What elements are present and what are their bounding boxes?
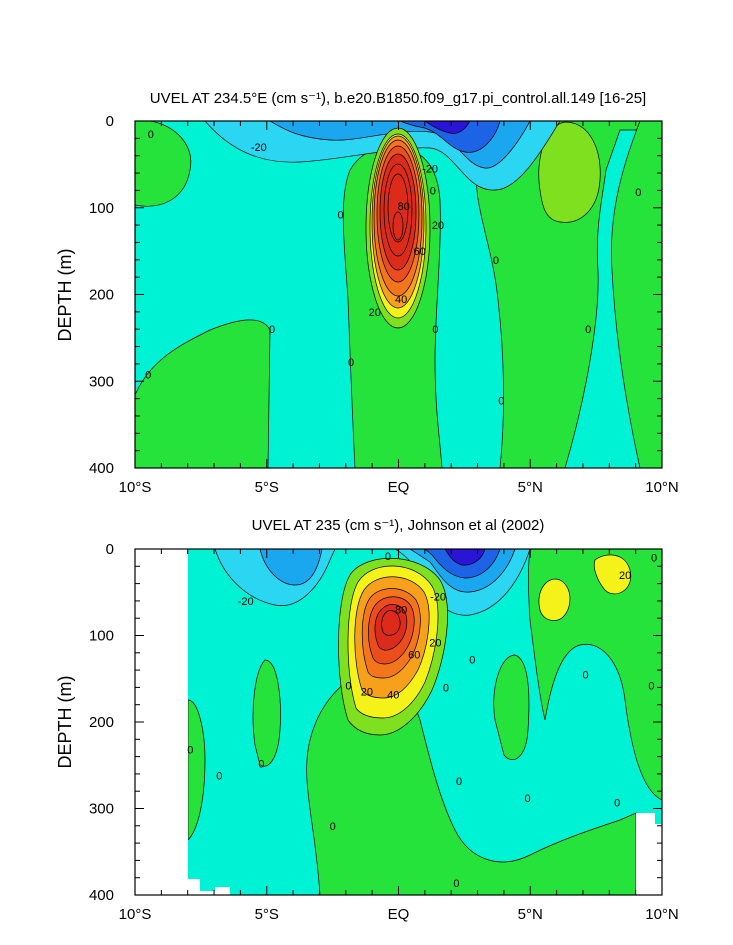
bottom-x-tick-label: 5°S <box>255 906 279 923</box>
top-contour-label: 0 <box>635 187 641 199</box>
top-surface-negative-core <box>424 121 471 134</box>
bottom-contour-label: 0 <box>258 759 264 771</box>
top-contour-label: 0 <box>148 129 154 141</box>
bottom-y-tick-label: 300 <box>89 801 114 818</box>
top-x-tick-label: 10°N <box>645 479 679 496</box>
top-contour-field <box>135 121 662 468</box>
bottom-contour-label: 0 <box>469 655 475 667</box>
top-y-tick-label: 0 <box>106 113 114 130</box>
top-contour-label: -20 <box>422 164 438 176</box>
bottom-contour-label: 20 <box>361 687 373 699</box>
top-y-axis-label: DEPTH (m) <box>55 249 75 342</box>
top-x-tick-label: EQ <box>388 479 410 496</box>
bottom-y-tick-label: 400 <box>89 887 114 904</box>
top-x-ticks: 10°S 5°S EQ 5°N 10°N <box>119 121 679 496</box>
bottom-x-tick-label: EQ <box>388 906 410 923</box>
top-contour-label: 0 <box>493 255 499 267</box>
bottom-contour-label: 60 <box>408 650 420 662</box>
bottom-contour-label: 0 <box>345 681 351 693</box>
top-surface-negative-strong <box>399 121 501 153</box>
top-contour-label: 80 <box>398 201 410 213</box>
bottom-contour-label: 0 <box>443 682 449 694</box>
bottom-y-tick-label: 100 <box>89 628 114 645</box>
top-y-tick-label: 200 <box>89 287 114 304</box>
bottom-y-tick-label: 200 <box>89 714 114 731</box>
top-contour-label: 0 <box>145 369 151 381</box>
bottom-contour-label: 20 <box>619 570 631 582</box>
bottom-contour-label: 0 <box>330 821 336 833</box>
top-y-tick-label: 100 <box>89 200 114 217</box>
bottom-undercurrent-jet <box>338 558 448 736</box>
top-southwest-deep-positive <box>135 319 271 468</box>
top-west-surface-positive <box>135 121 192 207</box>
top-x-tick-label: 5°N <box>518 479 543 496</box>
top-contour-label: 60 <box>413 246 425 258</box>
top-y-tick-label: 300 <box>89 373 114 390</box>
bottom-contour-label: 20 <box>429 637 441 649</box>
top-contour-label: 0 <box>430 185 436 197</box>
bottom-west-edge-positive <box>187 699 206 841</box>
top-contour-label: 40 <box>395 294 407 306</box>
top-x-tick-label: 5°S <box>255 479 279 496</box>
bottom-contour-label: 0 <box>187 745 193 757</box>
top-undercurrent-jet <box>365 127 431 329</box>
top-contour-label: 0 <box>348 357 354 369</box>
bottom-y-axis-label: DEPTH (m) <box>55 676 75 769</box>
bottom-x-tick-label: 5°N <box>518 906 543 923</box>
bottom-x-tick-label: 10°N <box>645 906 679 923</box>
bottom-panel: UVEL AT 235 (cm s⁻¹), Johnson et al (200… <box>55 517 679 923</box>
bottom-contour-label: -20 <box>430 592 446 604</box>
top-x-tick-label: 10°S <box>119 479 152 496</box>
top-contour-label: 0 <box>585 324 591 336</box>
top-contour-label: 20 <box>432 220 444 232</box>
bottom-contour-label: 80 <box>395 605 407 617</box>
top-contour-label: 0 <box>498 395 504 407</box>
top-contour-label: -20 <box>251 142 267 154</box>
bottom-x-ticks: 10°S 5°S EQ 5°N 10°N <box>119 549 679 923</box>
top-y-tick-label: 400 <box>89 460 114 477</box>
top-contour-label: 0 <box>337 210 343 222</box>
bottom-contour-label: 0 <box>651 553 657 565</box>
top-contour-label: 20 <box>369 307 381 319</box>
bottom-contour-labels: -20 0 -20 80 20 60 0 0 20 0 0 0 0 20 40 0 0 0 0 0 0 0 0 <box>187 551 657 890</box>
bottom-contour-label: -20 <box>238 596 254 608</box>
bottom-east-positive-patch <box>493 654 530 760</box>
top-panel: UVEL AT 234.5°E (cm s⁻¹), b.e20.B1850.f0… <box>55 90 679 496</box>
bottom-east-negative-core <box>444 549 486 566</box>
bottom-contour-label: 0 <box>385 551 391 563</box>
top-contour-label: 0 <box>432 324 438 336</box>
bottom-contour-label: 0 <box>453 878 459 890</box>
bottom-chart-title: UVEL AT 235 (cm s⁻¹), Johnson et al (200… <box>252 517 545 534</box>
bottom-contour-label: 0 <box>614 797 620 809</box>
bottom-contour-label: 0 <box>648 681 654 693</box>
bottom-east-surface-yellow <box>593 554 632 595</box>
bottom-west-positive-patch <box>252 659 281 767</box>
top-contour-labels: 0 -20 -20 0 0 0 80 20 60 0 20 40 0 0 0 0 0 0 <box>145 129 641 407</box>
bottom-x-tick-label: 10°S <box>119 906 152 923</box>
top-contour-label: 0 <box>269 324 275 336</box>
bottom-west-negative <box>259 549 323 586</box>
bottom-y-tick-label: 0 <box>106 541 114 558</box>
bottom-contour-label: 0 <box>525 793 531 805</box>
bottom-east-surface-yellow-weak <box>538 578 571 621</box>
bottom-contour-label: 0 <box>583 669 589 681</box>
top-east-positive-band <box>611 121 662 468</box>
bottom-contour-label: 0 <box>216 771 222 783</box>
bottom-contour-label: 0 <box>456 776 462 788</box>
top-chart-title: UVEL AT 234.5°E (cm s⁻¹), b.e20.B1850.f0… <box>150 90 646 107</box>
bottom-contour-field <box>187 549 662 895</box>
bottom-contour-label: 40 <box>387 689 399 701</box>
